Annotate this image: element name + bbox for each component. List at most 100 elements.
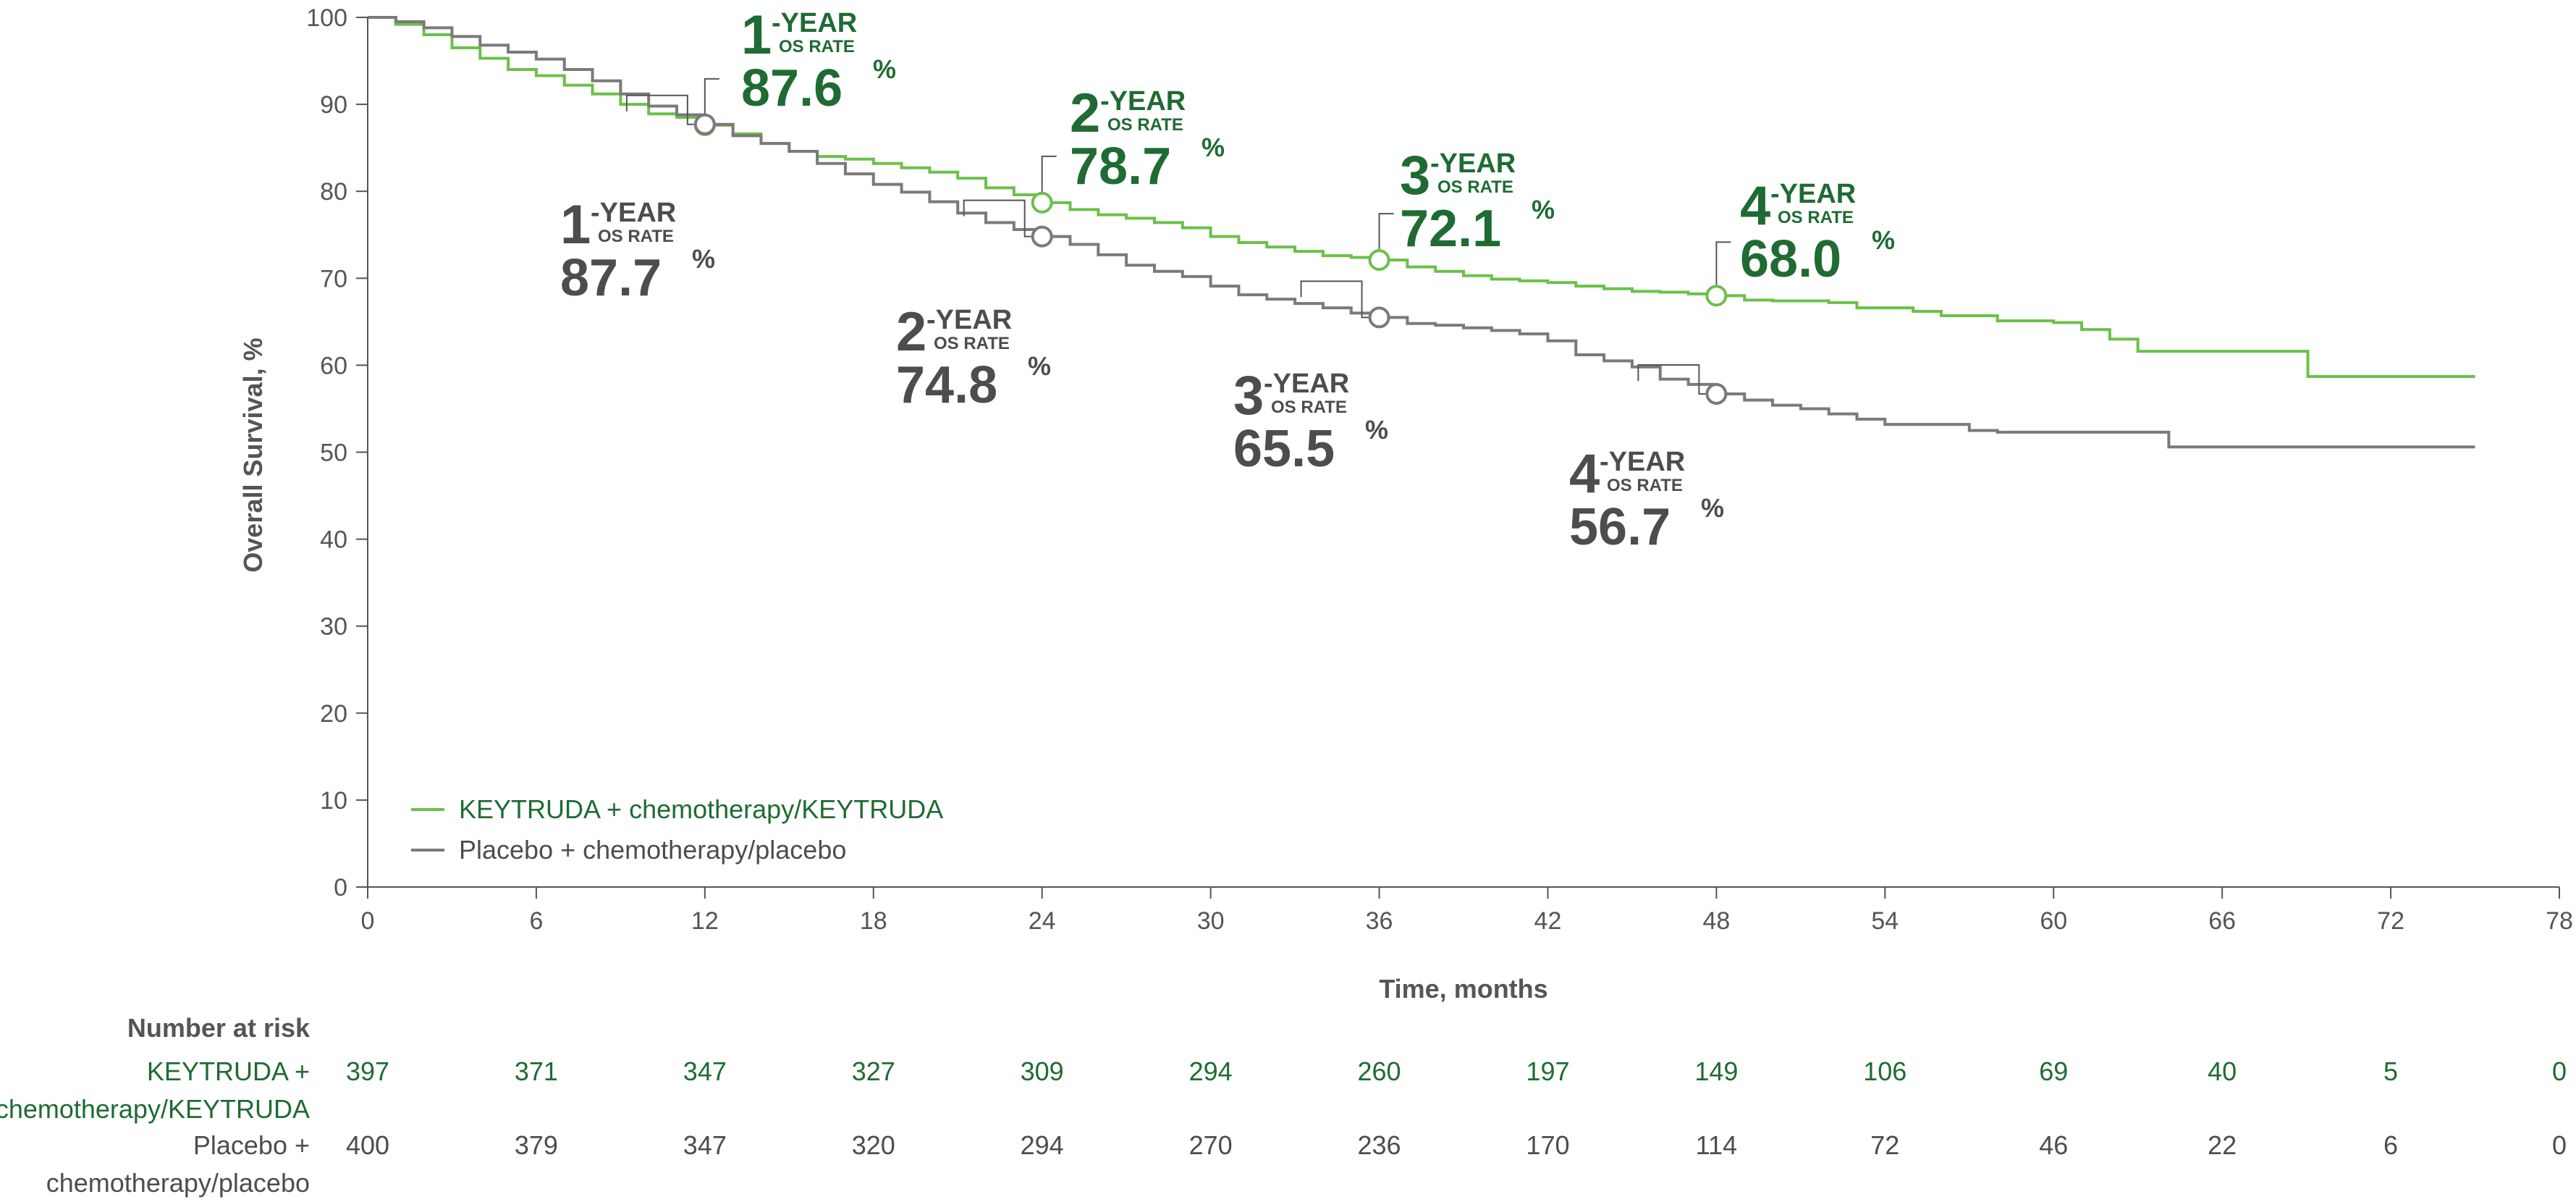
risk-value-keytruda: 69 <box>2039 1056 2068 1086</box>
y-tick-label: 40 <box>320 526 347 554</box>
x-tick-label: 66 <box>2208 907 2236 935</box>
risk-value-keytruda: 309 <box>1021 1056 1064 1086</box>
x-tick-label: 6 <box>529 907 543 935</box>
x-tick-label: 42 <box>1534 907 1562 935</box>
y-tick-label: 90 <box>320 91 347 119</box>
number-at-risk-title: Number at risk <box>127 1013 311 1043</box>
milestone-year-number: 1 <box>741 4 772 66</box>
risk-value-placebo: 22 <box>2208 1130 2237 1160</box>
risk-value-keytruda: 5 <box>2383 1056 2398 1086</box>
milestone-marker <box>1707 286 1726 305</box>
risk-value-keytruda: 347 <box>683 1056 727 1086</box>
risk-value-placebo: 320 <box>852 1130 895 1160</box>
x-tick-label: 0 <box>361 907 375 935</box>
milestone-year-suffix: -YEAR <box>926 305 1012 335</box>
number-at-risk-table: Number at risk KEYTRUDA + chemotherapy/KEY… <box>0 1013 2567 1198</box>
milestone-year-number: 3 <box>1400 145 1430 206</box>
milestone-percent-sign: % <box>873 54 896 84</box>
milestone-os-rate-label: OS RATE <box>1437 177 1513 197</box>
risk-value-placebo: 114 <box>1696 1130 1737 1160</box>
y-tick-label: 10 <box>320 787 347 815</box>
milestone-percent-sign: % <box>1365 415 1388 445</box>
milestone-year-number: 4 <box>1569 443 1600 505</box>
milestone-year-number: 4 <box>1740 175 1770 237</box>
milestone-percent-sign: % <box>1872 225 1895 255</box>
risk-value-placebo: 0 <box>2552 1130 2567 1160</box>
milestone-percentage: 56.7 <box>1569 498 1671 556</box>
risk-row-label-keytruda: KEYTRUDA + <box>147 1056 310 1086</box>
risk-value-keytruda: 397 <box>346 1056 389 1086</box>
x-tick-label: 78 <box>2546 907 2573 935</box>
milestone-percent-sign: % <box>1028 351 1051 381</box>
milestone-percentage: 87.7 <box>560 249 662 307</box>
risk-value-keytruda: 371 <box>515 1056 558 1086</box>
y-axis-title: Overall Survival, % <box>238 337 268 572</box>
y-tick-label: 80 <box>320 178 347 206</box>
risk-value-placebo: 236 <box>1357 1130 1401 1160</box>
milestone-percentage: 78.7 <box>1070 138 1171 196</box>
risk-value-placebo: 46 <box>2039 1130 2068 1160</box>
milestone-year-suffix: -YEAR <box>1100 86 1186 117</box>
milestone-marker <box>1370 251 1389 269</box>
x-tick-label: 24 <box>1029 907 1056 935</box>
milestone-percent-sign: % <box>1202 133 1225 162</box>
risk-value-keytruda: 260 <box>1357 1056 1401 1086</box>
risk-row-label-keytruda: chemotherapy/KEYTRUDA <box>0 1094 310 1124</box>
risk-value-keytruda: 327 <box>852 1056 895 1086</box>
milestone-year-suffix: -YEAR <box>1430 148 1516 179</box>
y-tick-label: 100 <box>306 4 347 32</box>
x-tick-label: 60 <box>2040 907 2067 935</box>
milestone-year-suffix: -YEAR <box>772 8 857 38</box>
legend-label-placebo: Placebo + chemotherapy/placebo <box>459 835 846 865</box>
risk-value-keytruda: 106 <box>1863 1056 1906 1086</box>
risk-value-placebo: 6 <box>2383 1130 2398 1160</box>
x-tick-label: 48 <box>1702 907 1730 935</box>
milestone-marker <box>1033 227 1052 246</box>
risk-value-keytruda: 149 <box>1694 1056 1738 1086</box>
milestone-marker <box>1033 193 1052 212</box>
milestone-percent-sign: % <box>692 244 715 274</box>
risk-value-placebo: 294 <box>1021 1130 1064 1160</box>
risk-row-label-placebo: chemotherapy/placebo <box>46 1168 310 1198</box>
x-tick-label: 72 <box>2377 907 2404 935</box>
risk-value-keytruda: 197 <box>1526 1056 1569 1086</box>
milestone-year-suffix: -YEAR <box>1264 369 1349 399</box>
milestone-percentage: 68.0 <box>1740 230 1841 288</box>
y-tick-label: 20 <box>320 700 347 728</box>
risk-value-keytruda: 294 <box>1189 1056 1233 1086</box>
y-tick-label: 60 <box>320 352 347 379</box>
milestone-year-suffix: -YEAR <box>591 198 676 228</box>
milestone-percent-sign: % <box>1701 493 1724 523</box>
milestone-year-number: 2 <box>896 301 926 363</box>
risk-value-placebo: 270 <box>1189 1130 1233 1160</box>
x-tick-label: 18 <box>860 907 887 935</box>
milestone-percentage: 74.8 <box>896 356 997 414</box>
x-axis-title: Time, months <box>1379 974 1547 1004</box>
milestone-percent-sign: % <box>1532 195 1555 224</box>
leader-line <box>1380 214 1394 249</box>
x-tick-label: 54 <box>1871 907 1899 935</box>
risk-value-keytruda: 40 <box>2208 1056 2237 1086</box>
milestone-os-rate-label: OS RATE <box>1778 208 1854 227</box>
risk-value-placebo: 347 <box>683 1130 727 1160</box>
milestone-year-number: 2 <box>1070 83 1100 144</box>
milestone-year-suffix: -YEAR <box>1770 179 1856 209</box>
x-tick-label: 36 <box>1366 907 1393 935</box>
leader-line <box>1716 242 1731 285</box>
risk-value-placebo: 379 <box>515 1130 558 1160</box>
milestone-os-rate-label: OS RATE <box>1107 115 1183 135</box>
x-tick-label: 12 <box>691 907 719 935</box>
milestone-os-rate-label: OS RATE <box>598 227 674 246</box>
milestone-percentage: 72.1 <box>1400 200 1501 258</box>
y-tick-label: 30 <box>320 613 347 641</box>
legend: KEYTRUDA + chemotherapy/KEYTRUDA Placebo … <box>411 794 943 865</box>
